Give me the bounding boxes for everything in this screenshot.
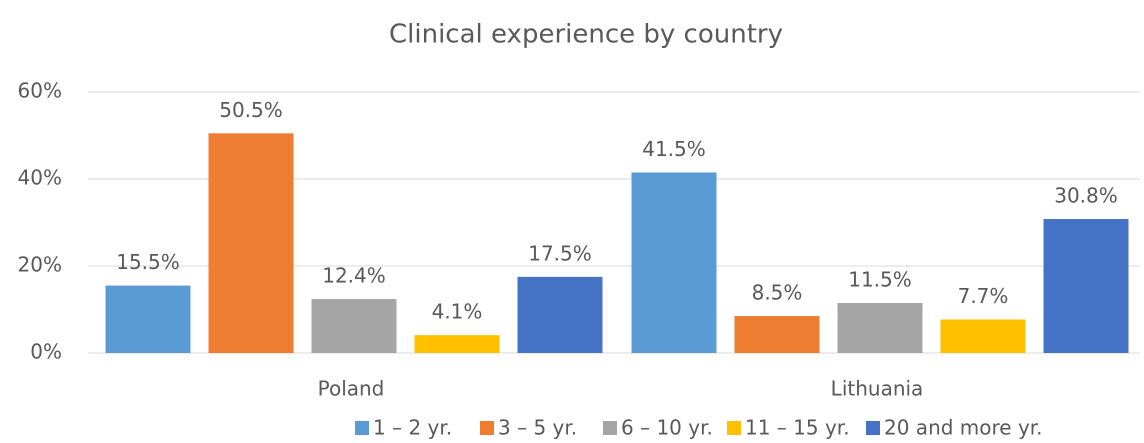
bar: [208, 133, 294, 353]
bar: [631, 172, 717, 353]
value-label: 15.5%: [116, 250, 180, 274]
value-label: 11.5%: [848, 267, 912, 291]
chart-title: Clinical experience by country: [389, 20, 783, 50]
value-label: 12.4%: [322, 264, 386, 288]
legend-swatch: [866, 421, 880, 435]
value-label: 8.5%: [752, 281, 803, 305]
bar: [1043, 219, 1129, 353]
value-label: 4.1%: [432, 300, 483, 324]
bar: [414, 335, 500, 353]
legend-label: 20 and more yr.: [884, 416, 1043, 440]
legend-label: 11 – 15 yr.: [745, 416, 850, 440]
legend-label: 1 – 2 yr.: [373, 416, 452, 440]
value-label: 7.7%: [958, 284, 1009, 308]
legend-swatch: [480, 421, 494, 435]
legend-label: 6 – 10 yr.: [621, 416, 713, 440]
legend-swatch: [727, 421, 741, 435]
bar: [311, 299, 397, 353]
bar: [940, 319, 1026, 353]
value-label: 17.5%: [528, 241, 592, 265]
bar: [837, 302, 923, 353]
x-tick-label: Lithuania: [831, 377, 924, 401]
value-label: 41.5%: [642, 137, 706, 161]
y-tick-label: 40%: [18, 166, 62, 190]
legend-label: 3 – 5 yr.: [498, 416, 577, 440]
legend-swatch: [603, 421, 617, 435]
x-tick-label: Poland: [318, 377, 385, 401]
value-label: 50.5%: [219, 98, 283, 122]
y-tick-label: 20%: [18, 253, 62, 277]
bar: [105, 285, 191, 353]
y-tick-label: 0%: [30, 340, 62, 364]
legend-swatch: [355, 421, 369, 435]
value-label: 30.8%: [1054, 184, 1118, 208]
y-tick-label: 60%: [18, 79, 62, 103]
bar: [517, 276, 603, 353]
bar: [734, 316, 820, 353]
